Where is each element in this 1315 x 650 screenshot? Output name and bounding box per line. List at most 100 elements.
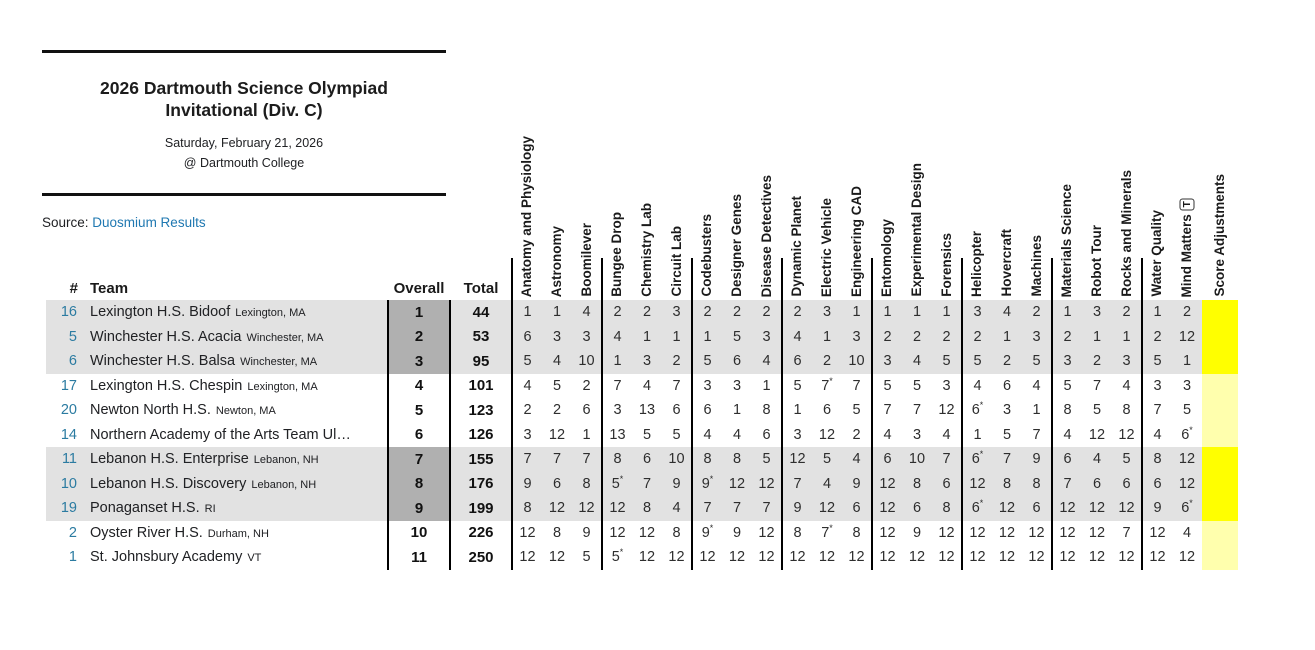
- score-cell: 12: [938, 524, 955, 541]
- event-column-header-robot-tour: Robot Tour: [1082, 100, 1112, 300]
- score-adjustment-cell: [1202, 398, 1238, 423]
- score-cell: 12: [758, 524, 775, 541]
- score-adjustment-cell: [1202, 373, 1238, 398]
- score-cell: 6: [1112, 471, 1142, 496]
- score-cell: 7: [912, 402, 922, 418]
- score-cell: 6*: [961, 398, 992, 423]
- table-row: 5 Winchester H.S. Acacia Winchester, MA 2 53…: [46, 324, 1238, 349]
- score-cell: 5: [1002, 426, 1012, 443]
- score-cell: 12: [961, 471, 992, 496]
- event-column-label: Entomology: [879, 219, 895, 297]
- score-cell: 4: [1082, 447, 1112, 472]
- score-cell: 12: [781, 447, 812, 472]
- score-cell: 6: [672, 402, 681, 418]
- score-cell: 2: [902, 324, 932, 349]
- score-cell: 12: [1028, 549, 1045, 565]
- score-cell: 8: [511, 496, 542, 521]
- table-row: 17 Lexington H.S. Chespin Lexington, MA 4 10…: [46, 373, 1238, 398]
- score-cell: 6: [691, 398, 722, 423]
- score-cell: 4: [662, 496, 692, 521]
- score-cell: 5*: [601, 471, 632, 496]
- score-cell: 2: [722, 300, 752, 325]
- score-cell: 6: [722, 349, 752, 374]
- score-cell: 2: [1082, 349, 1112, 374]
- score-cell: 12: [871, 471, 902, 496]
- score-adjustment-cell: [1202, 324, 1238, 349]
- score-cell: 5: [1092, 402, 1102, 418]
- score-cell: 1: [1112, 324, 1142, 349]
- event-location: @ Dartmouth College: [183, 156, 305, 170]
- score-cell: 7: [1092, 377, 1102, 394]
- score-cell: 12: [1051, 496, 1082, 521]
- score-cell: 7*: [821, 375, 833, 394]
- score-cell: 9*: [691, 471, 722, 496]
- score-cell: 10: [902, 447, 932, 472]
- overall-rank-cell: 5: [387, 398, 451, 423]
- event-info-header: 2026 Dartmouth Science Olympiad Invitati…: [42, 50, 446, 230]
- score-cell: 3: [1082, 300, 1112, 325]
- team-number-cell: 16: [46, 300, 82, 325]
- team-cell: Newton North H.S. Newton, MA: [82, 398, 388, 423]
- total-score-cell: 53: [450, 324, 513, 349]
- score-cell: 12: [781, 545, 812, 570]
- score-cell: 7: [572, 447, 602, 472]
- table-row: 6 Winchester H.S. Balsa Winchester, MA 3 95 5…: [46, 349, 1238, 374]
- results-table: # Team Overall Total Anatomy and Physiol…: [46, 100, 1238, 570]
- event-column-header-score-adjustments: Score Adjustments: [1202, 100, 1238, 300]
- event-column-label: Helicopter: [969, 230, 985, 297]
- overall-rank-cell: 3: [387, 349, 451, 374]
- team-column-header: Team: [90, 280, 129, 297]
- score-cell: 12: [938, 402, 955, 418]
- score-cell: 5: [552, 377, 562, 394]
- score-cell: 12: [548, 549, 566, 565]
- event-column-header-helicopter: Helicopter: [961, 100, 992, 300]
- score-cell: 7: [672, 377, 681, 394]
- score-cell: 4: [871, 422, 902, 447]
- duosmium-results-link[interactable]: Duosmium Results: [92, 215, 206, 230]
- score-cell: 3: [542, 324, 572, 349]
- event-column-label: Codebusters: [699, 214, 715, 297]
- score-cell: 2: [752, 300, 782, 325]
- source-line: Source: Duosmium Results: [42, 215, 446, 230]
- total-score-cell: 226: [450, 520, 513, 545]
- score-cell: 1: [601, 349, 632, 374]
- overall-rank-cell: 11: [387, 545, 451, 570]
- score-cell: 5: [691, 349, 722, 374]
- score-cell: 6: [582, 402, 591, 418]
- score-cell: 12: [691, 545, 722, 570]
- score-cell: 1: [871, 300, 902, 325]
- score-cell: 1: [542, 300, 572, 325]
- score-cell: 5: [1182, 402, 1192, 418]
- score-adjustment-cell: [1202, 471, 1238, 496]
- score-cell: 7: [752, 496, 782, 521]
- event-date: Saturday, February 21, 2026: [164, 136, 324, 150]
- score-cell: 3: [1112, 349, 1142, 374]
- score-cell: 3: [812, 300, 842, 325]
- overall-rank-cell: 4: [387, 373, 451, 398]
- score-cell: 8: [762, 402, 771, 418]
- overall-rank-cell: 7: [387, 447, 451, 472]
- score-cell: 7: [511, 447, 542, 472]
- team-location: Lexington, MA: [247, 380, 318, 393]
- score-cell: 6: [542, 471, 572, 496]
- team-cell: Winchester H.S. Acacia Winchester, MA: [82, 324, 388, 349]
- score-cell: 7: [1032, 426, 1041, 443]
- team-name: Lebanon H.S. Discovery: [90, 475, 247, 492]
- event-column-label: Dynamic Planet: [789, 196, 805, 297]
- score-cell: 12: [1172, 324, 1202, 349]
- score-cell: 9: [1022, 447, 1052, 472]
- score-cell: 5: [932, 349, 962, 374]
- team-location: VT: [247, 552, 262, 564]
- overall-rank-cell: 6: [387, 422, 451, 447]
- score-cell: 2: [511, 398, 542, 423]
- team-number-cell: 11: [46, 447, 82, 472]
- score-cell: 2: [812, 349, 842, 374]
- score-cell: 7: [992, 447, 1022, 472]
- score-cell: 3: [871, 349, 902, 374]
- overall-rank-cell: 9: [387, 496, 451, 521]
- score-cell: 13: [601, 422, 632, 447]
- score-cell: 7*: [821, 522, 833, 541]
- score-cell: 3: [961, 300, 992, 325]
- team-name: Northern Academy of the Arts Team Ul…: [90, 426, 351, 443]
- score-cell: 3: [1002, 402, 1012, 418]
